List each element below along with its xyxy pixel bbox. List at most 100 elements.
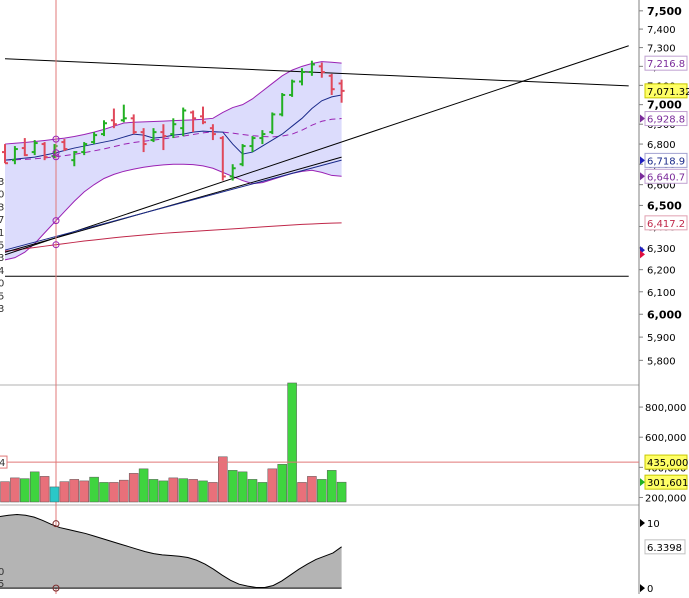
volume-tick-label: 200,000 <box>645 493 686 504</box>
clipped-legend-value: 4 <box>0 266 4 277</box>
crosshair-point <box>52 241 60 249</box>
volume-bar[interactable] <box>119 479 129 503</box>
oscillator-label-box <box>644 539 686 555</box>
oscillator-tick-label: 10 <box>647 519 660 530</box>
price-tick-label: 7,000 <box>647 99 682 112</box>
price-tick-label: 7,500 <box>647 5 682 18</box>
price-tick-label: 6,800 <box>647 140 676 151</box>
volume-bar[interactable] <box>317 479 327 503</box>
bollinger-band-fill <box>5 61 342 260</box>
price-tick-label: 6,300 <box>647 244 676 255</box>
clipped-legend-value: 5 <box>0 241 4 252</box>
trendline-trend-1[interactable] <box>4 45 629 256</box>
clipped-oscillator-label: 5 <box>0 579 4 590</box>
volume-bar[interactable] <box>89 476 99 503</box>
volume-bar[interactable] <box>20 478 30 503</box>
volume-bar[interactable] <box>158 480 169 503</box>
volume-bar[interactable] <box>267 468 278 503</box>
volume-label: 301,601 <box>647 478 688 489</box>
crosshair-point <box>52 520 60 528</box>
volume-bar[interactable] <box>99 482 109 503</box>
clipped-volume-label: 4 <box>0 458 5 469</box>
volume-bar[interactable] <box>218 456 228 503</box>
trendline-trend-3[interactable] <box>4 159 342 251</box>
price-label-box <box>644 111 688 127</box>
volume-bar[interactable] <box>29 471 40 503</box>
clipped-legend-value: 7 <box>0 215 4 226</box>
volume-bar[interactable] <box>257 482 268 503</box>
price-tick-label: 6,000 <box>647 308 682 321</box>
axis-marker-triangle <box>640 114 645 123</box>
crosshair-point <box>52 584 60 592</box>
volume-label-box <box>644 454 688 470</box>
volume-bar[interactable] <box>39 476 50 503</box>
volume-bar[interactable] <box>326 470 337 503</box>
oscillator-value-label: 6.3398 <box>647 543 682 554</box>
volume-bar[interactable] <box>247 479 258 503</box>
axis-marker-triangle <box>640 172 645 181</box>
price-tick-label: 7,300 <box>647 44 676 55</box>
price-tick-label: 6,600 <box>647 181 676 192</box>
price-label: 6,928.8 <box>647 115 685 126</box>
volume-bar[interactable] <box>336 481 347 503</box>
crosshair-point <box>52 135 60 143</box>
volume-label: 435,000 <box>647 458 688 469</box>
clipped-legend-value: 0 <box>0 190 4 201</box>
volume-marker-triangle <box>640 478 645 487</box>
volume-bar[interactable] <box>227 470 238 503</box>
volume-bar[interactable] <box>168 477 179 503</box>
price-label: 6,417.2 <box>647 219 685 230</box>
volume-bar[interactable] <box>109 482 119 503</box>
volume-bar[interactable] <box>208 482 218 503</box>
clipped-legend-value: 3 <box>0 202 4 213</box>
axis-marker-triangle <box>640 250 645 259</box>
volume-bar[interactable] <box>277 464 287 503</box>
volume-bar[interactable] <box>59 481 70 503</box>
price-tick-label: 6,100 <box>647 288 676 299</box>
volume-bar[interactable] <box>69 479 80 503</box>
price-tick-label: 5,800 <box>647 356 676 367</box>
volume-bar[interactable] <box>237 471 248 503</box>
volume-bar[interactable] <box>138 468 149 503</box>
volume-bar[interactable] <box>49 486 60 503</box>
volume-bar[interactable] <box>287 382 297 503</box>
clipped-legend-value: 0 <box>0 279 4 290</box>
price-label-box <box>644 152 688 168</box>
volume-bar[interactable] <box>0 481 10 503</box>
volume-bar[interactable] <box>128 473 139 503</box>
price-tick-label: 5,900 <box>647 333 676 344</box>
clipped-legend-value: 5 <box>0 291 4 302</box>
price-tick-label: 6,500 <box>647 199 682 212</box>
volume-bar[interactable] <box>297 482 307 503</box>
price-tick-label: 6,200 <box>647 266 676 277</box>
oscillator-axis-marker <box>640 584 645 593</box>
volume-bar[interactable] <box>148 479 159 503</box>
price-label: 6,718.9 <box>647 156 685 167</box>
clipped-oscillator-label: 0 <box>0 567 4 578</box>
oscillator-area <box>0 514 342 589</box>
volume-bar[interactable] <box>79 480 89 503</box>
crosshair-point <box>52 149 60 157</box>
volume-tick-label: 800,000 <box>645 403 686 414</box>
price-label-box <box>644 83 688 99</box>
price-label: 7,216.8 <box>647 59 685 70</box>
crosshair-point <box>52 153 60 161</box>
oscillator-axis-marker <box>640 519 645 528</box>
volume-bar[interactable] <box>10 477 20 503</box>
volume-bar[interactable] <box>198 480 208 503</box>
clipped-legend-value: 1 <box>0 228 4 239</box>
clipped-legend-value: 3 <box>0 177 4 188</box>
crosshair-point <box>52 217 60 225</box>
trendline-resistance[interactable] <box>4 58 629 87</box>
price-label: 6,640.7 <box>647 172 685 183</box>
price-label-box <box>644 215 688 231</box>
volume-bar[interactable] <box>178 478 188 503</box>
volume-bar[interactable] <box>307 476 317 503</box>
price-label-box <box>644 55 688 71</box>
price-label-box <box>644 168 688 184</box>
volume-bar[interactable] <box>188 479 198 503</box>
clipped-volume-label-box <box>0 455 8 469</box>
clipped-legend-value: 3 <box>0 253 4 264</box>
